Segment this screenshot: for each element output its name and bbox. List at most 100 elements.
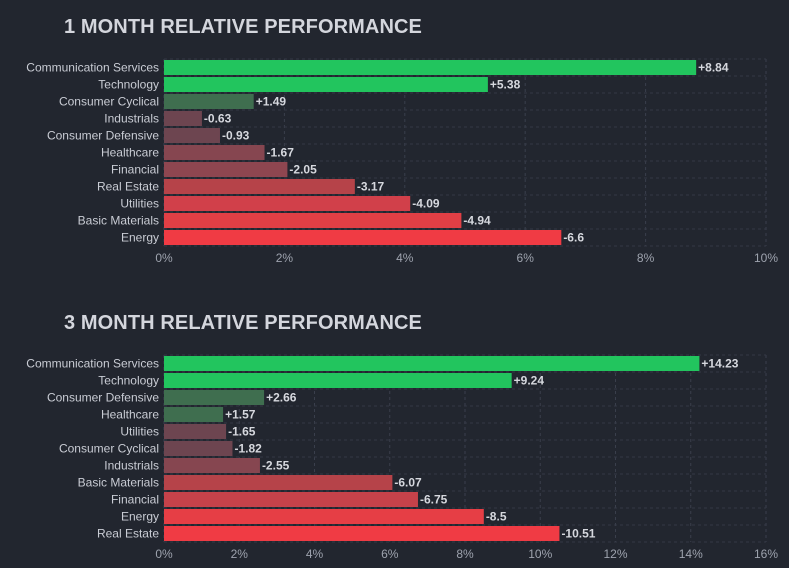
value-label: -0.63 — [204, 112, 232, 126]
x-tick-label: 0% — [155, 251, 173, 265]
value-label: -1.65 — [228, 425, 256, 439]
chart-title: 3 MONTH RELATIVE PERFORMANCE — [64, 312, 422, 334]
bar — [164, 492, 418, 507]
chart-3-month: 3 MONTH RELATIVE PERFORMANCE Communicati… — [0, 296, 789, 568]
value-label: +9.24 — [514, 374, 545, 388]
x-tick-label: 2% — [231, 547, 249, 561]
category-label: Healthcare — [101, 146, 159, 160]
chart-title: 1 MONTH RELATIVE PERFORMANCE — [64, 16, 422, 38]
category-label: Financial — [111, 493, 159, 507]
bar-row: Communication Services +14.23 — [26, 356, 739, 371]
bar-row: Real Estate -10.51 — [97, 526, 596, 541]
bar — [164, 111, 202, 126]
x-tick-label: 8% — [637, 251, 655, 265]
bar-row: Healthcare -1.67 — [101, 145, 294, 160]
x-tick-label: 10% — [754, 251, 778, 265]
bar — [164, 230, 562, 245]
bar — [164, 390, 265, 405]
bar-row: Consumer Cyclical -1.82 — [59, 441, 262, 456]
category-label: Energy — [121, 510, 159, 524]
category-label: Industrials — [104, 459, 159, 473]
category-label: Healthcare — [101, 408, 159, 422]
bar-row: Utilities -1.65 — [120, 424, 256, 439]
bar-row: Basic Materials -4.94 — [78, 213, 491, 228]
bar-row: Consumer Defensive +2.66 — [47, 390, 297, 405]
bar — [164, 196, 411, 211]
x-tick-label: 14% — [679, 547, 703, 561]
value-label: +1.49 — [256, 95, 287, 109]
bar-row: Consumer Defensive -0.93 — [47, 128, 250, 143]
category-label: Utilities — [120, 425, 159, 439]
value-label: -2.55 — [262, 459, 290, 473]
bar-chart-3-month: Communication Services +14.23 Technology +9… — [26, 354, 778, 561]
value-label: -6.6 — [563, 231, 584, 245]
bar-row: Financial -6.75 — [111, 492, 448, 507]
bar — [164, 60, 697, 75]
category-label: Communication Services — [26, 61, 159, 75]
bar — [164, 77, 488, 92]
bar-row: Basic Materials -6.07 — [78, 475, 422, 490]
value-label: -2.05 — [289, 163, 317, 177]
bar — [164, 407, 224, 422]
bar — [164, 373, 512, 388]
category-label: Energy — [121, 231, 159, 245]
category-label: Consumer Cyclical — [59, 95, 159, 109]
x-tick-label: 0% — [155, 547, 173, 561]
x-tick-label: 16% — [754, 547, 778, 561]
bar — [164, 441, 233, 456]
value-label: -1.67 — [267, 146, 295, 160]
value-label: -6.75 — [420, 493, 448, 507]
x-tick-label: 8% — [456, 547, 474, 561]
category-label: Real Estate — [97, 180, 159, 194]
value-label: -4.94 — [463, 214, 491, 228]
bar-chart-1-month: Communication Services +8.84 Technology +5.… — [26, 58, 778, 265]
chart-1-month: 1 MONTH RELATIVE PERFORMANCE Communicati… — [0, 0, 789, 280]
x-tick-label: 6% — [381, 547, 399, 561]
bar-row: Technology +5.38 — [98, 77, 521, 92]
category-label: Communication Services — [26, 357, 159, 371]
bar — [164, 356, 700, 371]
bar — [164, 475, 393, 490]
value-label: +5.38 — [490, 78, 521, 92]
category-label: Consumer Cyclical — [59, 442, 159, 456]
x-tick-label: 6% — [517, 251, 535, 265]
bar — [164, 145, 265, 160]
bar — [164, 162, 288, 177]
category-label: Basic Materials — [78, 476, 159, 490]
category-label: Technology — [98, 78, 159, 92]
bar — [164, 526, 560, 541]
bar — [164, 94, 254, 109]
x-tick-label: 10% — [528, 547, 552, 561]
value-label: +14.23 — [701, 357, 738, 371]
x-tick-label: 12% — [603, 547, 627, 561]
bar — [164, 458, 260, 473]
bar — [164, 509, 484, 524]
bar — [164, 213, 462, 228]
value-label: -10.51 — [561, 527, 595, 541]
category-label: Industrials — [104, 112, 159, 126]
x-tick-label: 4% — [306, 547, 324, 561]
category-label: Real Estate — [97, 527, 159, 541]
bar — [164, 179, 355, 194]
bar — [164, 128, 220, 143]
value-label: +8.84 — [698, 61, 729, 75]
bar-row: Energy -8.5 — [121, 509, 507, 524]
bar-row: Healthcare +1.57 — [101, 407, 256, 422]
category-label: Consumer Defensive — [47, 129, 159, 143]
category-label: Consumer Defensive — [47, 391, 159, 405]
value-label: -3.17 — [357, 180, 385, 194]
value-label: +1.57 — [225, 408, 256, 422]
value-label: -4.09 — [412, 197, 440, 211]
value-label: -8.5 — [486, 510, 507, 524]
bar — [164, 424, 227, 439]
bar-row: Financial -2.05 — [111, 162, 317, 177]
category-label: Basic Materials — [78, 214, 159, 228]
value-label: +2.66 — [266, 391, 297, 405]
bar-row: Communication Services +8.84 — [26, 60, 729, 75]
bar-row: Real Estate -3.17 — [97, 179, 385, 194]
value-label: -6.07 — [394, 476, 422, 490]
bar-row: Utilities -4.09 — [120, 196, 440, 211]
bar-row: Industrials -0.63 — [104, 111, 232, 126]
bar-row: Industrials -2.55 — [104, 458, 290, 473]
value-label: -0.93 — [222, 129, 250, 143]
